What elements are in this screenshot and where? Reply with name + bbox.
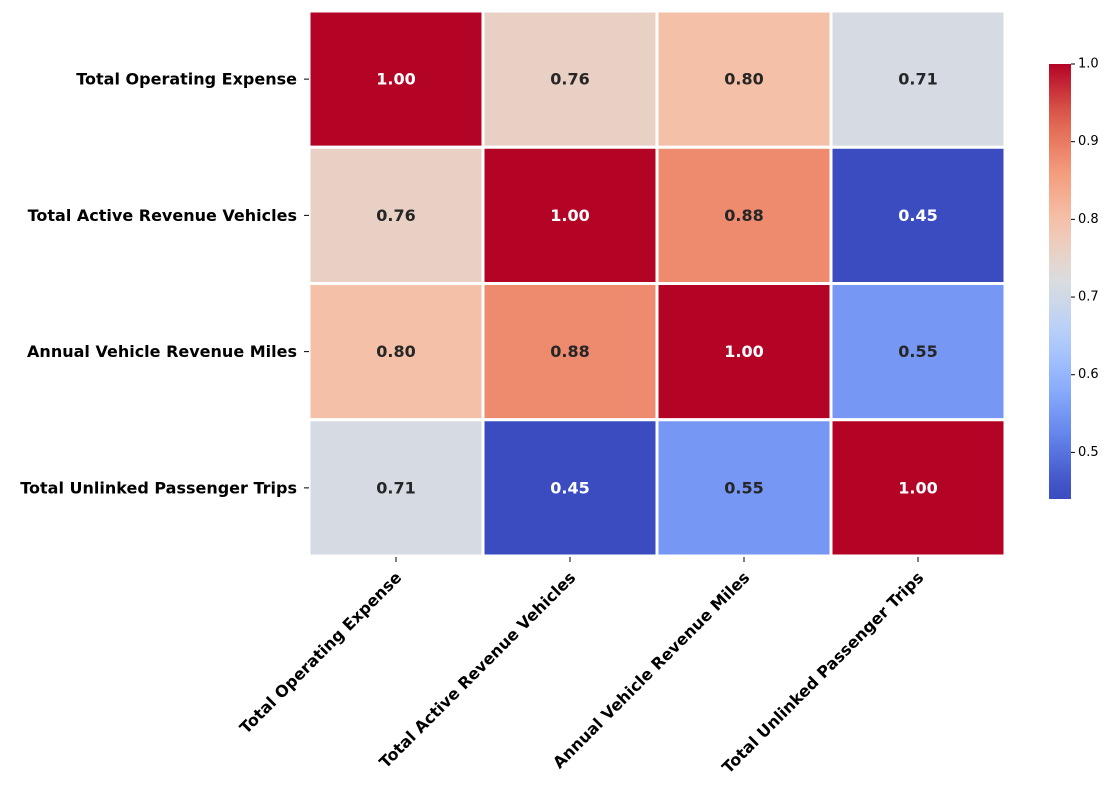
y-tick-label-2: Annual Vehicle Revenue Miles <box>27 342 297 361</box>
heatmap-cell-r3-c3 <box>829 418 1007 558</box>
y-tick-label-1: Total Active Revenue Vehicles <box>28 206 297 225</box>
cell-value-r1-c0: 0.76 <box>376 206 415 225</box>
x-tick-label-0: Total Operating Expense <box>236 568 406 738</box>
x-tick-label-3: Total Unlinked Passenger Trips <box>718 568 927 777</box>
heatmap-cell-labels: 1.00 0.76 0.80 0.71 0.76 1.00 0.88 0.45 0.80 0.88… <box>376 70 937 498</box>
colorbar-tick-label-3: 0.8 <box>1078 212 1099 227</box>
x-tick-label-2: Annual Vehicle Revenue Miles <box>549 568 753 772</box>
cell-value-r0-c2: 0.80 <box>724 70 763 89</box>
heatmap-cell-r3-c1 <box>481 418 659 558</box>
cell-value-r3-c0: 0.71 <box>376 478 415 497</box>
heatmap-cell-r0-c0 <box>307 9 485 149</box>
heatmap-cell-r2-c1 <box>481 282 659 422</box>
cell-value-r3-c3: 1.00 <box>898 478 937 497</box>
cell-value-r1-c2: 0.88 <box>724 206 763 225</box>
cell-value-r0-c0: 1.00 <box>376 70 415 89</box>
x-tick-label-1: Total Active Revenue Vehicles <box>375 568 579 772</box>
colorbar: 0.5 0.6 0.7 0.8 0.9 1.0 <box>1049 57 1099 499</box>
cell-value-r2-c2: 1.00 <box>724 342 763 361</box>
y-tick-label-3: Total Unlinked Passenger Trips <box>20 478 297 497</box>
heatmap-cell-r3-c0 <box>307 418 485 558</box>
heatmap-cell-r1-c1 <box>481 145 659 285</box>
heatmap-cell-r2-c3 <box>829 282 1007 422</box>
cell-value-r2-c3: 0.55 <box>898 342 937 361</box>
cell-value-r3-c1: 0.45 <box>550 478 589 497</box>
colorbar-tick-label-5: 1.0 <box>1078 57 1099 72</box>
colorbar-tick-label-2: 0.7 <box>1078 290 1099 305</box>
heatmap-cell-r0-c2 <box>655 9 833 149</box>
colorbar-tick-label-4: 0.9 <box>1078 134 1099 149</box>
cell-value-r1-c3: 0.45 <box>898 206 937 225</box>
cell-value-r0-c3: 0.71 <box>898 70 937 89</box>
heatmap-cell-r1-c3 <box>829 145 1007 285</box>
heatmap-cell-r0-c1 <box>481 9 659 149</box>
cell-value-r2-c0: 0.80 <box>376 342 415 361</box>
y-tick-label-0: Total Operating Expense <box>76 70 297 89</box>
colorbar-tick-label-0: 0.5 <box>1078 445 1099 460</box>
heatmap-cell-r0-c3 <box>829 9 1007 149</box>
colorbar-tick-label-1: 0.6 <box>1078 367 1099 382</box>
cell-value-r2-c1: 0.88 <box>550 342 589 361</box>
cell-value-r0-c1: 0.76 <box>550 70 589 89</box>
cell-value-r3-c2: 0.55 <box>724 478 763 497</box>
heatmap-cells <box>307 9 1007 558</box>
cell-value-r1-c1: 1.00 <box>550 206 589 225</box>
y-axis: Total Operating Expense Total Active Reve… <box>20 70 309 497</box>
colorbar-gradient <box>1049 64 1071 499</box>
